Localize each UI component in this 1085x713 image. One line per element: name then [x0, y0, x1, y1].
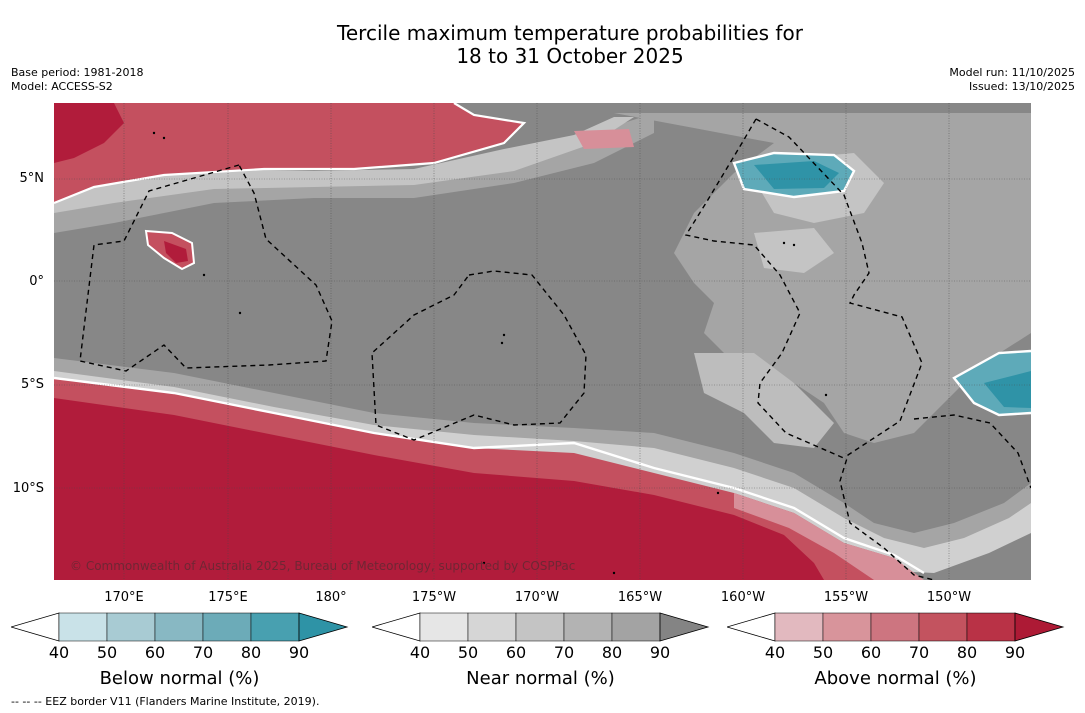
below-normal-north-edge	[732, 151, 856, 199]
above-tick-50: 50	[812, 643, 834, 662]
lat-label-5n: 5°N	[19, 171, 45, 186]
colorbar-below-bin-2	[106, 612, 156, 642]
above-tick-70: 70	[908, 643, 930, 662]
near-normal-light-southeast	[694, 353, 834, 448]
eez-borders	[79, 118, 1031, 580]
base-period: Base period: 1981-2018	[11, 66, 144, 79]
below-tick-90: 90	[288, 643, 310, 662]
below-tick-70: 70	[192, 643, 214, 662]
eez-border-east-2	[684, 118, 847, 460]
eez-border-west	[79, 164, 333, 372]
colorbar-below-lower-extension	[11, 612, 60, 642]
colorbar-below-bin-5	[250, 612, 300, 642]
lon-label-170e: 170°E	[104, 590, 144, 605]
above-normal-patch-core	[164, 241, 188, 263]
island-dots	[152, 131, 828, 575]
colorbar-below-bin-4	[202, 612, 252, 642]
colorbar-near-bin-4	[563, 612, 613, 642]
above-normal-patch-edge	[144, 229, 196, 271]
colorbar-above-bin-1	[774, 612, 824, 642]
lon-label-160w: 160°W	[720, 590, 766, 605]
probability-map	[54, 103, 1031, 580]
above-normal-north-light	[574, 129, 634, 149]
above-normal-north	[54, 103, 524, 203]
colorbar-below-bin-1	[58, 612, 108, 642]
gridlines	[54, 103, 1031, 580]
colorbar-above-bin-5	[966, 612, 1016, 642]
near-tick-80: 80	[601, 643, 623, 662]
colorbar-above-bin-2	[822, 612, 872, 642]
model-name: Model: ACCESS-S2	[11, 80, 113, 93]
near-normal-band-north	[54, 113, 654, 233]
near-tick-70: 70	[553, 643, 575, 662]
eez-note: -- -- -- EEZ border V11 (Flanders Marine…	[11, 695, 320, 708]
above-normal-north-edge	[54, 103, 527, 205]
near-tick-40: 40	[409, 643, 431, 662]
near-tick-50: 50	[457, 643, 479, 662]
near-normal-light-north	[54, 117, 634, 213]
above-tick-40: 40	[764, 643, 786, 662]
above-normal-south-light	[734, 493, 924, 580]
near-normal-label: Near normal (%)	[466, 668, 615, 689]
near-normal-band-south	[54, 358, 1031, 563]
below-tick-50: 50	[96, 643, 118, 662]
below-tick-60: 60	[144, 643, 166, 662]
above-tick-80: 80	[956, 643, 978, 662]
colorbar-above-lower-extension	[727, 612, 776, 642]
colorbar-near-bin-5	[611, 612, 661, 642]
above-normal-label: Above normal (%)	[814, 668, 977, 689]
issued-date: Issued: 13/10/2025	[968, 80, 1075, 93]
lat-label-0: 0°	[29, 274, 44, 289]
lon-label-165w: 165°W	[617, 590, 663, 605]
colorbar-near-bin-3	[515, 612, 565, 642]
near-normal-light-east-2	[754, 228, 834, 273]
colorbar-below	[11, 612, 349, 642]
near-tick-60: 60	[505, 643, 527, 662]
above-normal-north-dark	[54, 103, 124, 163]
colorbar-near-bin-2	[467, 612, 517, 642]
colorbar-above-bin-3	[870, 612, 920, 642]
lon-label-155w: 155°W	[823, 590, 869, 605]
title-line-1: Tercile maximum temperature probabilitie…	[337, 21, 803, 45]
eez-border-central	[371, 270, 587, 441]
lon-label-150w: 150°W	[926, 590, 972, 605]
colorbar-below-bin-3	[154, 612, 204, 642]
lon-label-175e: 175°E	[208, 590, 248, 605]
below-tick-80: 80	[240, 643, 262, 662]
above-normal-south-edge	[54, 376, 925, 575]
meta-right: Model run: 11/10/2025 Issued: 13/10/2025	[949, 66, 1075, 94]
below-normal-north-core	[754, 161, 839, 189]
title-line-2: 18 to 31 October 2025	[456, 44, 684, 68]
eez-border-far-east	[913, 414, 1031, 489]
above-tick-60: 60	[860, 643, 882, 662]
near-normal-mid-east	[614, 113, 1031, 443]
lon-label-180: 180°	[315, 590, 347, 605]
below-tick-40: 40	[48, 643, 70, 662]
colorbar-near	[372, 612, 710, 642]
colorbar-below-upper-extension	[298, 612, 349, 642]
near-tick-90: 90	[649, 643, 671, 662]
map-svg	[54, 103, 1031, 580]
colorbar-above-upper-extension	[1014, 612, 1065, 642]
lon-label-170w: 170°W	[514, 590, 560, 605]
below-normal-east-core	[984, 371, 1031, 408]
colorbar-above-bin-4	[918, 612, 968, 642]
colorbar-above	[727, 612, 1065, 642]
model-run: Model run: 11/10/2025	[949, 66, 1075, 79]
above-tick-90: 90	[1004, 643, 1026, 662]
colorbar-near-upper-extension	[659, 612, 710, 642]
lon-label-175w: 175°W	[411, 590, 457, 605]
map-title: Tercile maximum temperature probabilitie…	[0, 22, 1085, 68]
above-normal-south-dark	[54, 398, 824, 580]
lat-label-10s: 10°S	[12, 481, 44, 496]
colorbar-near-lower-extension	[372, 612, 421, 642]
lat-label-5s: 5°S	[20, 377, 44, 392]
colorbar-near-bin-1	[419, 612, 469, 642]
meta-left: Base period: 1981-2018 Model: ACCESS-S2	[11, 66, 143, 94]
below-normal-label: Below normal (%)	[99, 668, 260, 689]
copyright-note: © Commonwealth of Australia 2025, Bureau…	[70, 559, 576, 573]
below-normal-east-edge	[952, 349, 1031, 417]
